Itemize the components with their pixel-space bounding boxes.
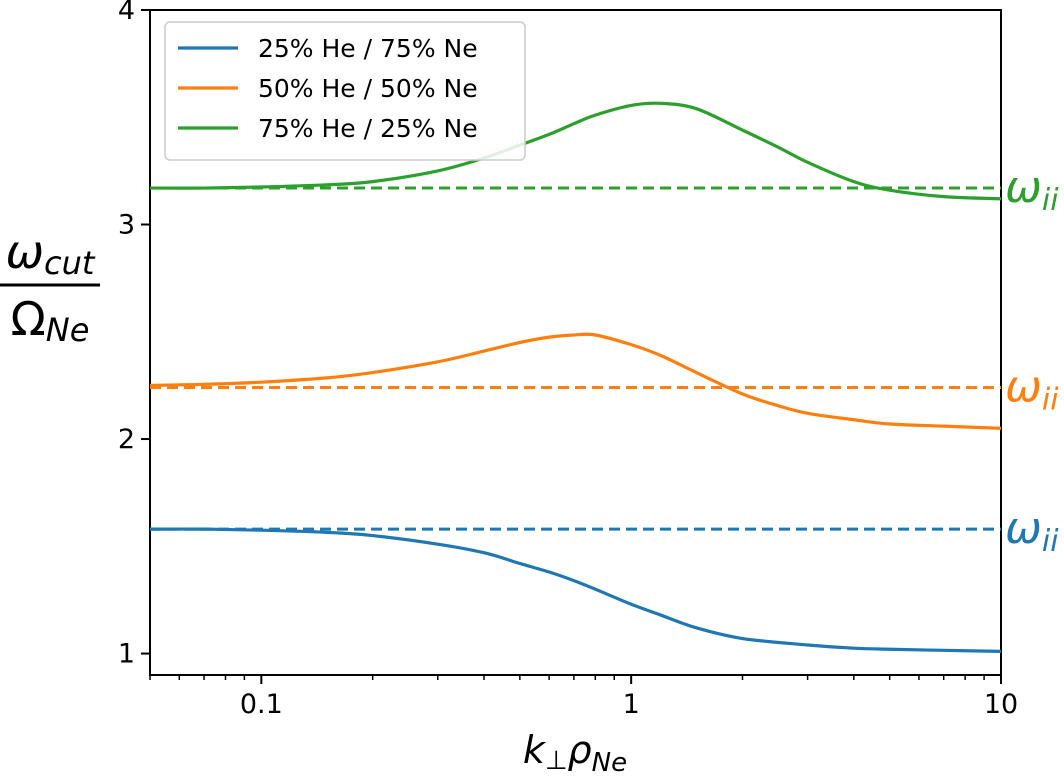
omega-subscript: ii: [1042, 183, 1059, 218]
omega-symbol: ω: [1005, 162, 1042, 213]
series-line-0: [149, 527, 1002, 653]
omega-symbol: ω: [1005, 362, 1042, 413]
y-label-Omega: Ω: [11, 292, 46, 346]
y-label-omega: ω: [6, 225, 45, 279]
y-axis-ticks: 1 2 3 4: [118, 0, 150, 670]
legend-label-2: 75% He / 25% Ne: [258, 114, 478, 143]
y-tick-label-2: 3: [118, 210, 135, 241]
omega-symbol: ω: [1005, 503, 1042, 554]
plot-frame: [149, 9, 1002, 676]
x-axis-label-rho: ρ: [568, 728, 592, 772]
legend-label-0: 25% He / 75% Ne: [258, 34, 478, 63]
legend: 25% He / 75% Ne 50% He / 50% Ne 75% He / 2…: [164, 21, 526, 161]
series-line-2: [149, 101, 1002, 201]
y-axis-label-numerator: ωcut: [6, 225, 96, 282]
omega-subscript: ii: [1042, 383, 1059, 418]
series-line-1: [149, 332, 1002, 430]
x-axis-label: k⊥ρNe: [523, 728, 627, 773]
reference-line-label-1: ωii: [1005, 362, 1059, 418]
x-tick-label-0: 0.1: [240, 689, 283, 720]
y-tick-label-1: 2: [118, 424, 135, 455]
reference-lines: [150, 186, 1001, 531]
omega-subscript: ii: [1042, 524, 1059, 559]
x-tick-label-1: 1: [623, 689, 640, 720]
reference-line-label-0: ωii: [1005, 503, 1059, 559]
reference-line-label-2: ωii: [1005, 162, 1059, 218]
y-label-ne: Ne: [46, 311, 90, 349]
legend-box: [164, 21, 526, 161]
x-tick-label-2: 10: [984, 689, 1018, 720]
y-label-cut: cut: [44, 244, 96, 282]
x-axis-label-perp: ⊥: [545, 746, 568, 773]
y-axis-label: ωcut ΩNe: [0, 225, 100, 349]
x-axis-ticks: 0.1 1 10: [149, 675, 1018, 720]
y-tick-label-3: 4: [118, 0, 135, 26]
series-lines: [149, 101, 1002, 653]
legend-label-1: 50% He / 50% Ne: [258, 74, 478, 103]
x-axis-label-k: k: [523, 728, 547, 772]
x-axis-label-ne: Ne: [592, 748, 627, 773]
y-tick-label-0: 1: [118, 639, 135, 670]
y-axis-label-denominator: ΩNe: [11, 292, 90, 349]
